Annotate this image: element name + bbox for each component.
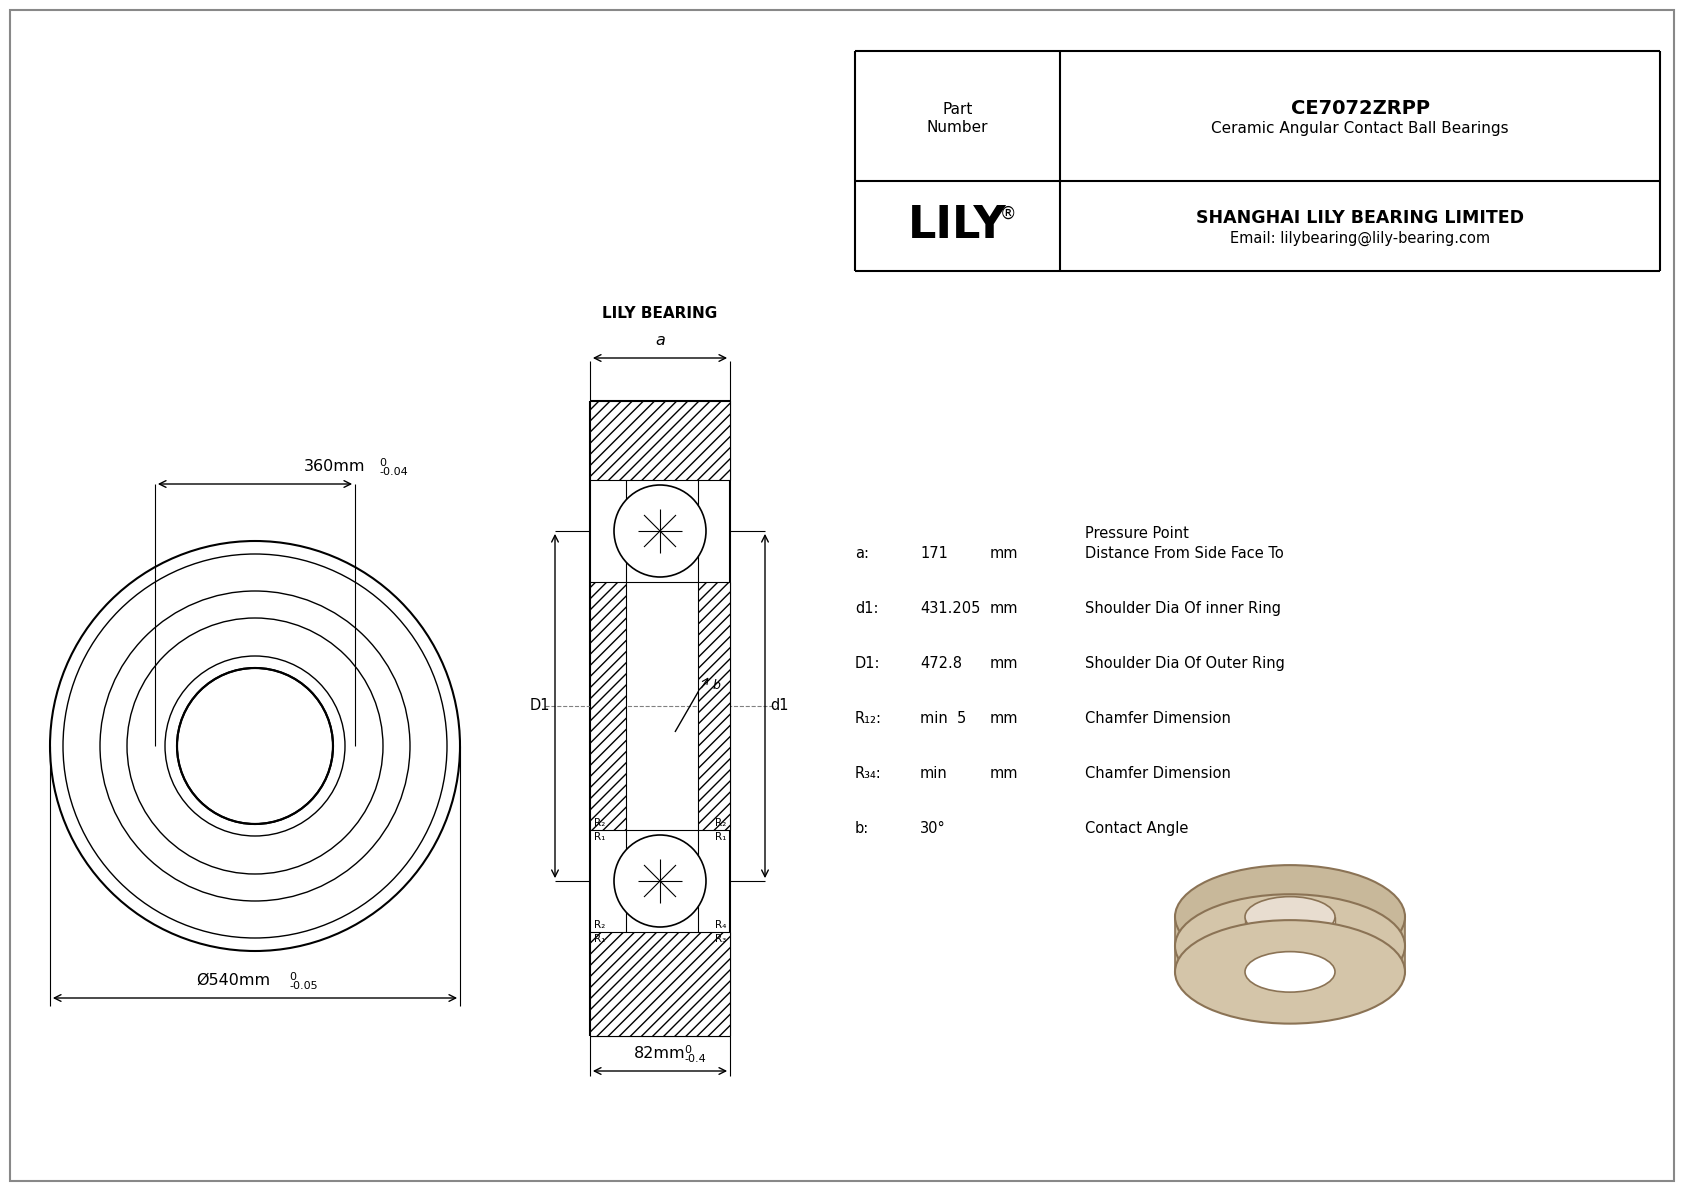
Text: -0.05: -0.05 <box>290 981 318 991</box>
Text: R₁: R₁ <box>714 833 726 842</box>
Text: Shoulder Dia Of inner Ring: Shoulder Dia Of inner Ring <box>1084 601 1282 616</box>
Text: a: a <box>655 333 665 348</box>
Polygon shape <box>589 401 729 480</box>
Text: d1:: d1: <box>855 601 879 616</box>
Text: R₄: R₄ <box>714 919 726 930</box>
Polygon shape <box>697 582 729 830</box>
Text: LILY BEARING: LILY BEARING <box>603 306 717 322</box>
Circle shape <box>615 835 706 927</box>
Text: mm: mm <box>990 601 1019 616</box>
Ellipse shape <box>1175 865 1404 968</box>
Text: mm: mm <box>990 545 1019 561</box>
Text: 472.8: 472.8 <box>919 656 962 671</box>
Text: Part: Part <box>943 102 973 118</box>
Text: Chamfer Dimension: Chamfer Dimension <box>1084 766 1231 781</box>
Text: LILY: LILY <box>908 205 1007 248</box>
Text: R₁₂:: R₁₂: <box>855 711 882 727</box>
Text: Email: lilybearing@lily-bearing.com: Email: lilybearing@lily-bearing.com <box>1229 230 1490 245</box>
Text: Contact Angle: Contact Angle <box>1084 821 1189 836</box>
Text: min: min <box>919 766 948 781</box>
Text: Number: Number <box>926 120 989 136</box>
Polygon shape <box>589 582 626 830</box>
Ellipse shape <box>1175 921 1404 1023</box>
Text: d1: d1 <box>770 698 788 713</box>
Text: 171: 171 <box>919 545 948 561</box>
Text: 82mm: 82mm <box>635 1046 685 1061</box>
Ellipse shape <box>1244 897 1335 937</box>
Text: a:: a: <box>855 545 869 561</box>
Text: Chamfer Dimension: Chamfer Dimension <box>1084 711 1231 727</box>
Ellipse shape <box>1244 952 1335 992</box>
Text: mm: mm <box>990 766 1019 781</box>
Polygon shape <box>1175 917 1404 972</box>
Ellipse shape <box>1175 894 1404 998</box>
Text: b: b <box>712 679 721 692</box>
Circle shape <box>615 485 706 576</box>
Text: 0: 0 <box>379 459 386 468</box>
Text: Ceramic Angular Contact Ball Bearings: Ceramic Angular Contact Ball Bearings <box>1211 120 1509 136</box>
Text: 431.205: 431.205 <box>919 601 980 616</box>
Text: R₂: R₂ <box>594 919 605 930</box>
Text: CE7072ZRPP: CE7072ZRPP <box>1290 99 1430 118</box>
Text: mm: mm <box>990 656 1019 671</box>
Text: 0: 0 <box>684 1045 690 1055</box>
Text: ®: ® <box>1000 205 1015 223</box>
Circle shape <box>177 668 333 824</box>
Text: SHANGHAI LILY BEARING LIMITED: SHANGHAI LILY BEARING LIMITED <box>1196 208 1524 227</box>
Text: R₂: R₂ <box>594 818 605 828</box>
Text: R₁: R₁ <box>594 833 605 842</box>
Text: 30°: 30° <box>919 821 946 836</box>
Text: Shoulder Dia Of Outer Ring: Shoulder Dia Of Outer Ring <box>1084 656 1285 671</box>
Text: 360mm: 360mm <box>305 459 365 474</box>
Polygon shape <box>589 933 729 1036</box>
Text: D1:: D1: <box>855 656 881 671</box>
Text: R₂: R₂ <box>714 818 726 828</box>
Text: D1: D1 <box>529 698 551 713</box>
Ellipse shape <box>1244 925 1335 966</box>
Text: R₃₄:: R₃₄: <box>855 766 882 781</box>
Text: min  5: min 5 <box>919 711 967 727</box>
Text: 0: 0 <box>290 972 296 983</box>
Text: Distance From Side Face To: Distance From Side Face To <box>1084 545 1283 561</box>
Text: Pressure Point: Pressure Point <box>1084 526 1189 541</box>
Text: mm: mm <box>990 711 1019 727</box>
Text: R₁: R₁ <box>594 934 605 944</box>
Text: -0.4: -0.4 <box>684 1054 706 1064</box>
Polygon shape <box>1244 917 1335 972</box>
Text: b:: b: <box>855 821 869 836</box>
Text: Ø540mm: Ø540mm <box>195 973 269 989</box>
Text: R₃: R₃ <box>714 934 726 944</box>
Text: -0.04: -0.04 <box>379 467 408 478</box>
